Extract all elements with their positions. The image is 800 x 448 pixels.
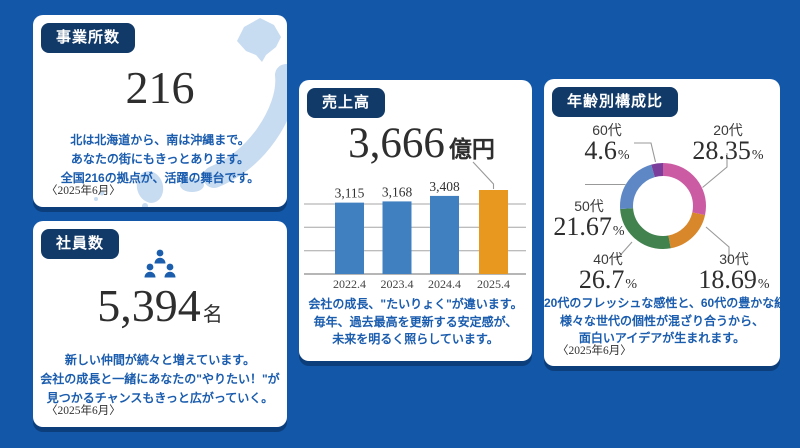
sales-unit: 億円 (448, 137, 495, 162)
age-30s-value: 18.69% (689, 267, 779, 298)
offices-description: 北は北海道から、南は沖縄まで。 あなたの街にもきっとあります。 全国216の拠点… (33, 131, 287, 188)
age-20s-number: 28.35 (692, 136, 751, 165)
age-20s-value: 28.35% (683, 138, 773, 169)
employees-description: 新しい仲間が続々と増えています。 会社の成長と一緒にあなたの"やりたい！"が 見… (33, 351, 287, 408)
age-label-40s: 40代 26.7% (563, 252, 653, 298)
age-label-30s: 30代 18.69% (689, 252, 779, 298)
svg-text:2024.4: 2024.4 (428, 277, 461, 291)
age-50s-percent-sign: % (612, 224, 625, 239)
svg-text:2025.4: 2025.4 (477, 277, 510, 291)
age-description: 20代のフレッシュな感性と、60代の豊かな経験。 様々な世代の個性が混ざり合うか… (544, 295, 780, 348)
age-line-3: 面白いアイデアが生まれます。 (578, 331, 746, 345)
age-60s-percent-sign: % (617, 148, 630, 163)
svg-text:3,115: 3,115 (335, 186, 365, 201)
age-30s-percent-sign: % (757, 277, 770, 292)
employees-badge: 社員数 (41, 229, 120, 259)
age-40s-percent-sign: % (625, 277, 638, 292)
svg-text:2022.4: 2022.4 (333, 277, 366, 291)
card-offices: 事業所数 216 北は北海道から、南は沖縄まで。 あなたの街にもきっとあります。… (33, 15, 287, 207)
age-line-2: 様々な世代の個性が混ざり合うから、 (559, 313, 764, 328)
offices-line-3: 全国216の拠点が、活躍の舞台です。 (60, 171, 260, 185)
offices-date: 〈2025年6月〉 (46, 185, 121, 197)
age-40s-number: 26.7 (578, 265, 625, 294)
age-label-20s: 20代 28.35% (683, 123, 773, 169)
sales-callout-line (472, 161, 495, 189)
sales-line-2: 毎年、過去最高を更新する安定感が、 (313, 314, 518, 329)
employees-line-3: 見つかるチャンスもきっと広がっていく。 (46, 391, 274, 405)
employees-line-2: 会社の成長と一緒にあなたの"やりたい！"が (40, 372, 280, 386)
offices-line-2: あなたの街にもきっとあります。 (70, 152, 250, 166)
card-employees: 社員数 5,394 名 新しい仲間が続々と増えています。 会社の成長と一緒にあなた… (33, 221, 287, 427)
age-50s-number: 21.67 (553, 212, 612, 241)
japan-map-graphic (94, 18, 287, 207)
card-age-composition: 年齢別構成比 60代 4.6% 20代 28.35% 50代 21.67% 40… (544, 79, 780, 366)
sales-headline: 3,666 億円 (299, 122, 532, 165)
age-donut-chart (585, 142, 730, 261)
age-30s-name: 30代 (719, 251, 749, 267)
sales-line-1: 会社の成長、"たいりょく"が違います。 (308, 297, 523, 311)
employees-line-1: 新しい仲間が続々と増えています。 (64, 353, 256, 367)
donut-segments (620, 163, 706, 249)
card-sales: 売上高 3,666 億円 3,115 2022.4 3,168 2023.4 3,408 2… (299, 80, 532, 361)
offices-count: 216 (125, 62, 195, 113)
sales-description: 会社の成長、"たいりょく"が違います。 毎年、過去最高を更新する安定感が、 未来… (299, 296, 532, 349)
age-20s-percent-sign: % (751, 148, 764, 163)
offices-line-1: 北は北海道から、南は沖縄まで。 (70, 133, 250, 147)
offices-badge: 事業所数 (41, 23, 136, 53)
age-60s-name: 60代 (592, 122, 622, 138)
age-20s-name: 20代 (713, 122, 743, 138)
people-pyramid-icon (144, 249, 176, 278)
age-60s-value: 4.6% (562, 138, 652, 169)
employees-date: 〈2025年6月〉 (46, 405, 121, 417)
age-50s-name: 50代 (574, 198, 604, 214)
employees-count-unit: 名 (202, 304, 223, 326)
age-40s-value: 26.7% (563, 267, 653, 298)
employees-count: 5,394 名 (33, 283, 287, 329)
age-60s-number: 4.6 (584, 136, 617, 165)
age-badge: 年齢別構成比 (552, 87, 679, 117)
donut-callout-lines (585, 142, 730, 261)
age-label-50s: 50代 21.67% (544, 199, 634, 245)
bar-chart-bars: 3,115 2022.4 3,168 2023.4 3,408 2024.4 2025.4 (304, 179, 526, 291)
sales-value: 3,666 (348, 120, 445, 167)
age-30s-number: 18.69 (698, 265, 757, 294)
sales-line-3: 未来を明るく照らしています。 (332, 332, 499, 346)
employees-count-value: 5,394 (97, 280, 201, 331)
age-date: 〈2025年6月〉 (557, 345, 632, 357)
sales-badge: 売上高 (307, 88, 386, 118)
age-line-1: 20代のフレッシュな感性と、60代の豊かな経験。 (544, 296, 780, 310)
svg-text:3,408: 3,408 (429, 179, 460, 194)
age-40s-name: 40代 (593, 251, 623, 267)
sales-bar-chart: 3,115 2022.4 3,168 2023.4 3,408 2024.4 2025.4 (304, 161, 526, 291)
svg-text:2023.4: 2023.4 (381, 277, 414, 291)
age-label-60s: 60代 4.6% (562, 123, 652, 169)
age-50s-value: 21.67% (544, 214, 634, 245)
svg-text:3,168: 3,168 (382, 184, 413, 199)
